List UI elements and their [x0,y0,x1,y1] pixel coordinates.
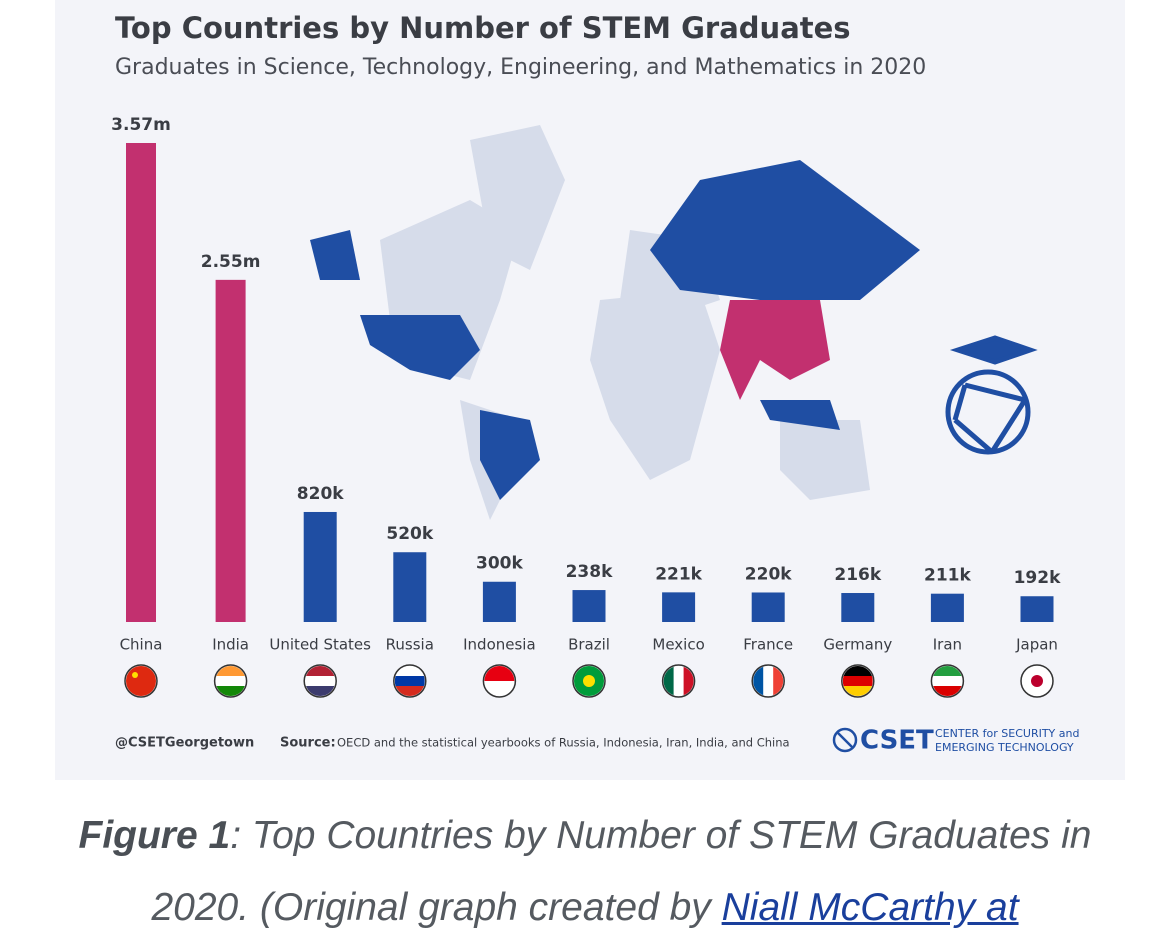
logo-tagline: CENTER for SECURITY and [935,727,1079,740]
flag-sun [1031,675,1043,687]
flag-stripe [484,681,515,696]
bar [303,511,337,622]
value-label: 211k [924,566,971,586]
flag [932,666,963,696]
flag-ring [393,664,427,698]
flag-stripe [305,666,336,677]
caption: Figure 1: Top Countries by Number of STE… [40,800,1130,944]
flag [394,666,425,696]
flag-ring [1020,664,1054,698]
bar [1020,596,1054,622]
flag-stripe [932,686,963,696]
flag-stripe [305,676,336,687]
flag-stripe [305,686,336,696]
flag-ring [572,664,606,698]
flag-ring [930,664,965,698]
bar [572,590,606,622]
value-label: 220k [745,564,792,584]
source-text: OECD and the statistical yearbooks of Ru… [337,736,790,750]
flag-stripe [215,686,246,696]
highlighted-countries [310,160,920,500]
flag-stripe [932,676,963,687]
flag-stripe [932,666,963,677]
source-label: Source: [280,736,336,751]
flag-stripe [763,666,774,696]
chart-subtitle: Graduates in Science, Technology, Engine… [115,55,926,80]
value-label: 3.57m [111,115,171,135]
chart-title: Top Countries by Number of STEM Graduate… [115,11,851,45]
bar [126,143,156,622]
flag-stripe [842,676,873,687]
flag-stripe [842,666,873,677]
value-label: 238k [566,562,613,582]
flag-star [132,672,138,678]
bar [841,593,875,622]
x-tick-label: India [212,636,249,654]
flag-stripe [215,676,246,687]
flag-ring [751,664,785,698]
flag-ring [841,664,875,698]
value-label: 820k [297,484,344,504]
flag [305,666,336,696]
flag-ring [661,664,696,698]
flag [753,666,784,696]
flag-stripe [394,666,425,677]
flag-stripe [663,666,675,696]
x-tick-label: China [120,636,163,654]
caption-figure: Figure 1 [78,814,231,857]
x-tick-label: Iran [933,636,962,654]
flag-ring [124,664,158,698]
flag-ring [213,664,248,698]
flag [215,666,246,696]
flag-stripe [683,666,694,696]
value-label: 192k [1014,568,1061,588]
flag [126,666,156,696]
chart: Top Countries by Number of STEM Graduate… [111,11,1079,756]
value-label: 221k [655,564,702,584]
flag-stripe [394,676,425,687]
logo: CSET [860,726,934,756]
logo-mark [832,727,858,753]
bar [662,592,696,622]
value-label: 2.55m [201,252,261,272]
caption-link[interactable]: Niall McCarthy at [721,886,1019,929]
bar [393,552,427,622]
logo-tagline: EMERGING TECHNOLOGY [935,741,1074,754]
value-label: 300k [476,554,523,574]
flag-globe [583,675,595,687]
flag-ring [482,664,517,698]
x-tick-label: Brazil [568,636,610,654]
flag-ring [303,664,337,698]
x-tick-label: United States [269,636,371,654]
x-tick-label: Mexico [652,636,704,654]
value-label: 216k [834,565,881,585]
flag-stripe [484,666,515,682]
bar [215,279,246,622]
bar [930,593,964,622]
x-tick-label: France [743,636,793,654]
flag-stripe [126,666,156,696]
flag-stripe [394,686,425,696]
x-tick-label: Russia [386,636,434,654]
x-tick-label: Japan [1015,636,1058,654]
bar [751,592,785,622]
x-tick-label: Indonesia [463,636,536,654]
flag [663,666,694,696]
globe-icon [945,335,1038,455]
flag-stripe [215,666,246,677]
flag-stripe [753,666,764,696]
value-label: 520k [386,524,433,544]
flag [842,666,873,696]
flag-stripe [842,686,873,696]
flag-stripe [673,666,685,696]
flag [484,666,515,696]
bar [482,581,516,622]
flag-stripe [773,666,784,696]
highlighted-countries-pink [720,300,830,400]
handle: @CSETGeorgetown [115,736,254,751]
x-tick-label: Germany [823,636,892,654]
caption-text: : Top Countries by Number of STEM Gradua… [151,814,1092,929]
